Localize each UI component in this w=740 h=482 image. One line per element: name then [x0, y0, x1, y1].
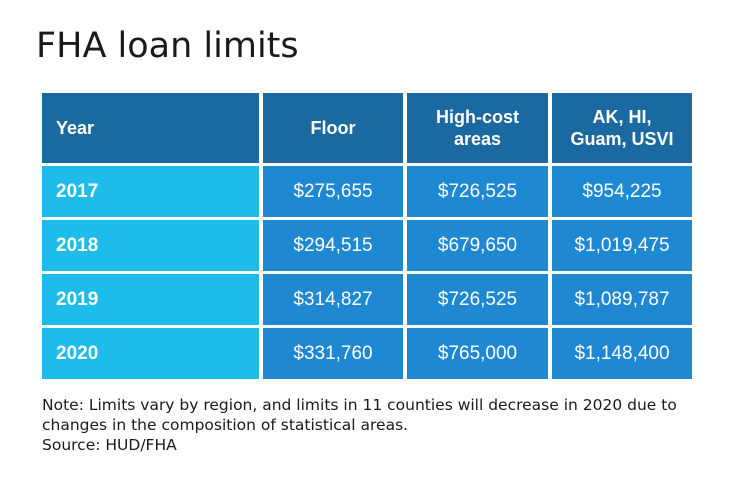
high-cost-cell: $679,650 — [407, 220, 548, 271]
high-cost-cell: $726,525 — [407, 166, 548, 217]
header-high-cost-label: High-cost areas — [436, 107, 519, 149]
source-text: Source: HUD/FHA — [42, 436, 177, 454]
header-ak-hi-guam-usvi: AK, HI, Guam, USVI — [552, 93, 692, 163]
floor-cell: $294,515 — [263, 220, 403, 271]
chart-title: FHA loan limits — [36, 26, 299, 66]
high-cost-cell: $765,000 — [407, 328, 548, 379]
year-cell: 2018 — [42, 220, 259, 271]
header-high-cost: High-cost areas — [407, 93, 548, 163]
year-cell: 2017 — [42, 166, 259, 217]
ak-hi-cell: $1,089,787 — [552, 274, 692, 325]
header-year: Year — [42, 93, 259, 163]
ak-hi-cell: $954,225 — [552, 166, 692, 217]
footnotes: Note: Limits vary by region, and limits … — [42, 395, 702, 455]
loan-limits-table: Year Floor High-cost areas AK, HI, Guam,… — [42, 93, 692, 379]
ak-hi-cell: $1,019,475 — [552, 220, 692, 271]
ak-hi-cell: $1,148,400 — [552, 328, 692, 379]
year-cell: 2020 — [42, 328, 259, 379]
floor-cell: $275,655 — [263, 166, 403, 217]
header-floor: Floor — [263, 93, 403, 163]
floor-cell: $314,827 — [263, 274, 403, 325]
high-cost-cell: $726,525 — [407, 274, 548, 325]
header-ak-label: AK, HI, Guam, USVI — [570, 107, 674, 149]
note-text: Note: Limits vary by region, and limits … — [42, 396, 677, 434]
year-cell: 2019 — [42, 274, 259, 325]
floor-cell: $331,760 — [263, 328, 403, 379]
